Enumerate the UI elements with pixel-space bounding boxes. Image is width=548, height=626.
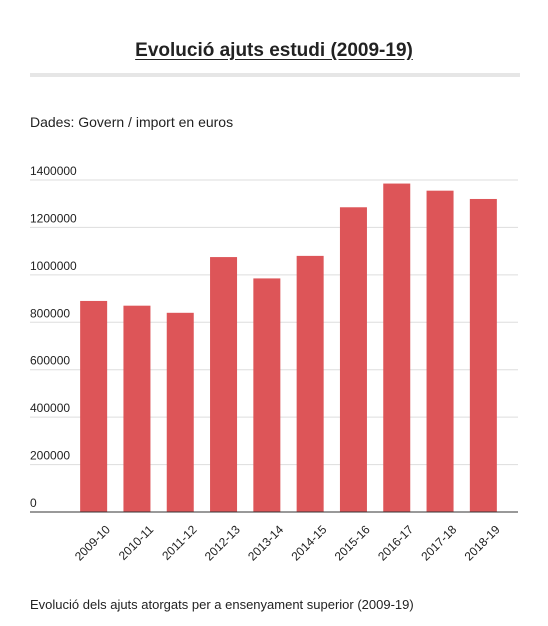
x-tick-label: 2016-17: [375, 522, 416, 563]
y-tick-label: 800000: [30, 306, 70, 320]
y-tick-label: 1200000: [30, 211, 77, 225]
bar: [469, 198, 497, 512]
bar: [210, 257, 238, 512]
x-tick-label: 2009-10: [72, 522, 113, 563]
bar-series: [80, 183, 497, 513]
y-tick-label: 1400000: [30, 164, 77, 178]
x-axis-ticks: 2009-10 2010-11 2011-12 2012-13 2013-14 2014-…: [72, 522, 503, 563]
y-tick-label: 200000: [30, 449, 70, 463]
x-tick-label: 2013-14: [245, 522, 286, 563]
bar: [426, 190, 454, 512]
bar: [296, 255, 324, 512]
x-tick-label: 2017-18: [418, 522, 459, 563]
y-tick-label: 400000: [30, 401, 70, 415]
bar: [123, 305, 151, 512]
x-tick-label: 2010-11: [116, 522, 157, 563]
title-divider: [30, 73, 520, 77]
y-axis-ticks: 0 200000 400000 600000 800000 1000000 1200000 1…: [30, 164, 77, 510]
x-tick-label: 2018-19: [462, 522, 503, 563]
bar-chart: 0 200000 400000 600000 800000 1000000 1200000 1…: [30, 164, 518, 563]
x-tick-label: 2014-15: [288, 522, 329, 563]
chart-title: Evolució ajuts estudi (2009-19): [135, 40, 413, 61]
x-tick-label: 2012-13: [202, 522, 243, 563]
chart-caption: Evolució dels ajuts atorgats per a ensen…: [30, 597, 414, 612]
bar: [383, 183, 411, 513]
y-tick-label: 0: [30, 496, 37, 510]
y-tick-label: 600000: [30, 354, 70, 368]
x-tick-label: 2011-12: [159, 522, 200, 563]
bar: [253, 278, 281, 512]
bar: [166, 312, 194, 512]
x-tick-label: 2015-16: [332, 522, 373, 563]
bar: [80, 300, 108, 512]
y-tick-label: 1000000: [30, 259, 77, 273]
bar: [339, 207, 367, 512]
chart-subtitle: Dades: Govern / import en euros: [30, 114, 234, 130]
